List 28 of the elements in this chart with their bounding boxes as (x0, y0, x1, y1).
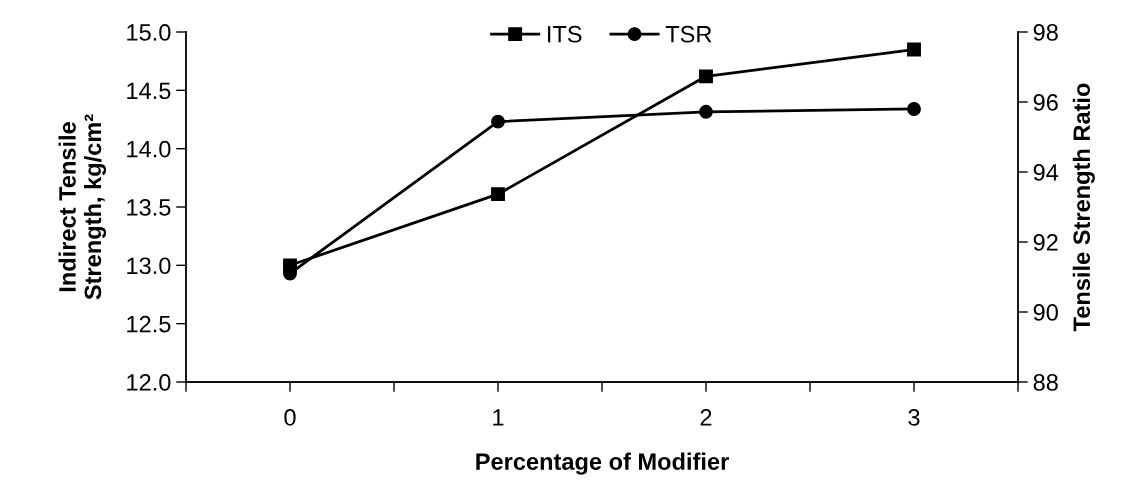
x-tick-label: 1 (493, 409, 504, 426)
x-tick-label: 0 (284, 409, 296, 426)
y2-axis-title: Tensile Strength Ratio (1072, 83, 1095, 332)
y-tick-label: 14.5 (127, 82, 171, 100)
y-tick-label: 12.0 (127, 374, 171, 391)
y-tick-label: 15.0 (127, 24, 171, 41)
point (907, 102, 921, 116)
y-tick-label: 13.0 (127, 257, 171, 275)
y2-tick-label: 92 (1033, 234, 1058, 251)
x-tick-label: 2 (700, 409, 712, 426)
y2-tick-label: 90 (1033, 304, 1058, 321)
y-tick-label: 14.0 (127, 140, 171, 158)
legend-label: TSR (665, 25, 712, 43)
point (699, 69, 713, 84)
x-axis-title: Percentage of Modifier (476, 452, 729, 475)
point (491, 114, 505, 129)
x-tick-label: 3 (908, 409, 920, 426)
point (907, 42, 921, 57)
y-tick-label: 13.5 (127, 199, 171, 216)
y2-tick-label: 88 (1033, 374, 1058, 391)
point (491, 187, 505, 202)
point (699, 104, 713, 119)
y2-tick-label: 98 (1033, 24, 1058, 41)
y-tick-label: 12.5 (127, 315, 171, 333)
y2-tick-label: 96 (1033, 94, 1058, 111)
legend-label: ITS (548, 25, 582, 43)
y-axis-title: Indirect Tensile Strength, kg/cm² (58, 114, 107, 300)
y2-tick-label: 94 (1033, 164, 1059, 181)
